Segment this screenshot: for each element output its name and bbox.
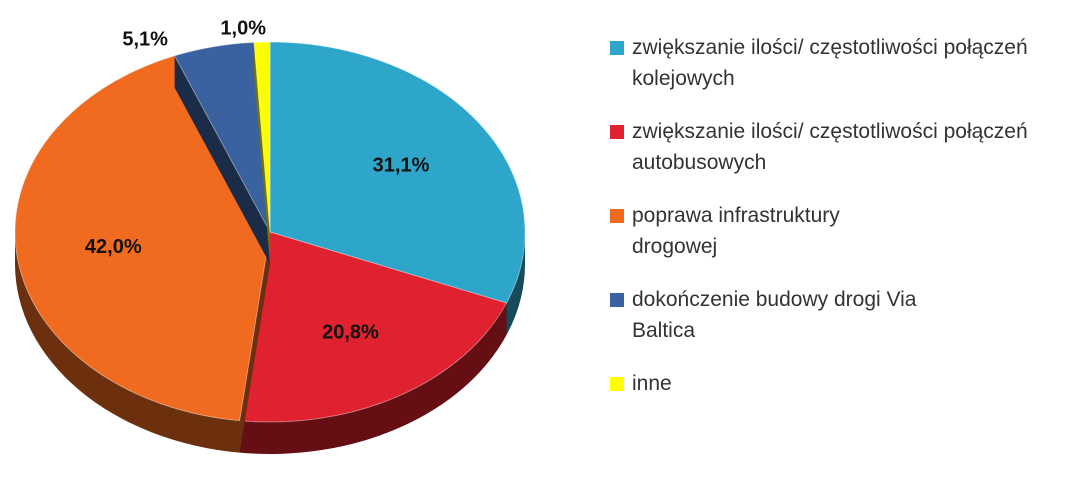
legend-label: poprawa infrastruktury drogowej xyxy=(632,204,840,258)
legend: zwiększanie ilości/ częstotliwości połąc… xyxy=(610,32,1052,399)
data-label: 1,0% xyxy=(220,17,266,39)
legend-label: inne xyxy=(632,372,672,395)
legend-item: poprawa infrastruktury drogowej xyxy=(610,200,1052,262)
legend-label: zwiększanie ilości/ częstotliwości połąc… xyxy=(632,120,1028,174)
legend-item: zwiększanie ilości/ częstotliwości połąc… xyxy=(610,116,1052,178)
legend-swatch xyxy=(610,209,624,223)
slice-cut xyxy=(253,42,270,264)
slice xyxy=(239,231,508,454)
slice-cut xyxy=(239,232,270,453)
slice-top xyxy=(253,41,271,233)
slice-cut xyxy=(174,55,270,265)
legend-item: inne xyxy=(610,368,1052,399)
slice-top xyxy=(173,41,271,233)
data-label: 20,8% xyxy=(322,322,379,344)
slice xyxy=(253,41,271,264)
data-label: 5,1% xyxy=(122,28,168,50)
legend-item: zwiększanie ilości/ częstotliwości połąc… xyxy=(610,32,1052,94)
slice-side xyxy=(239,303,507,454)
legend-swatch xyxy=(610,293,624,307)
legend-label: zwiększanie ilości/ częstotliwości połąc… xyxy=(632,36,1028,90)
legend-swatch xyxy=(610,41,624,55)
legend-swatch xyxy=(610,377,624,391)
slice xyxy=(173,41,271,265)
slice-top xyxy=(269,41,526,304)
legend-item: dokończenie budowy drogi Via Baltica xyxy=(610,284,1052,346)
legend-label: dokończenie budowy drogi Via Baltica xyxy=(632,288,917,342)
slice-top xyxy=(239,231,508,423)
chart: 31,1% 20,8% 42,0% 5,1% 1,0% xyxy=(14,17,526,454)
data-label: 31,1% xyxy=(373,154,430,176)
slice-top xyxy=(14,55,271,422)
slice xyxy=(14,55,271,453)
legend-swatch xyxy=(610,125,624,139)
data-label: 42,0% xyxy=(85,236,142,258)
slice-side xyxy=(506,232,525,336)
slice-side xyxy=(15,232,240,453)
